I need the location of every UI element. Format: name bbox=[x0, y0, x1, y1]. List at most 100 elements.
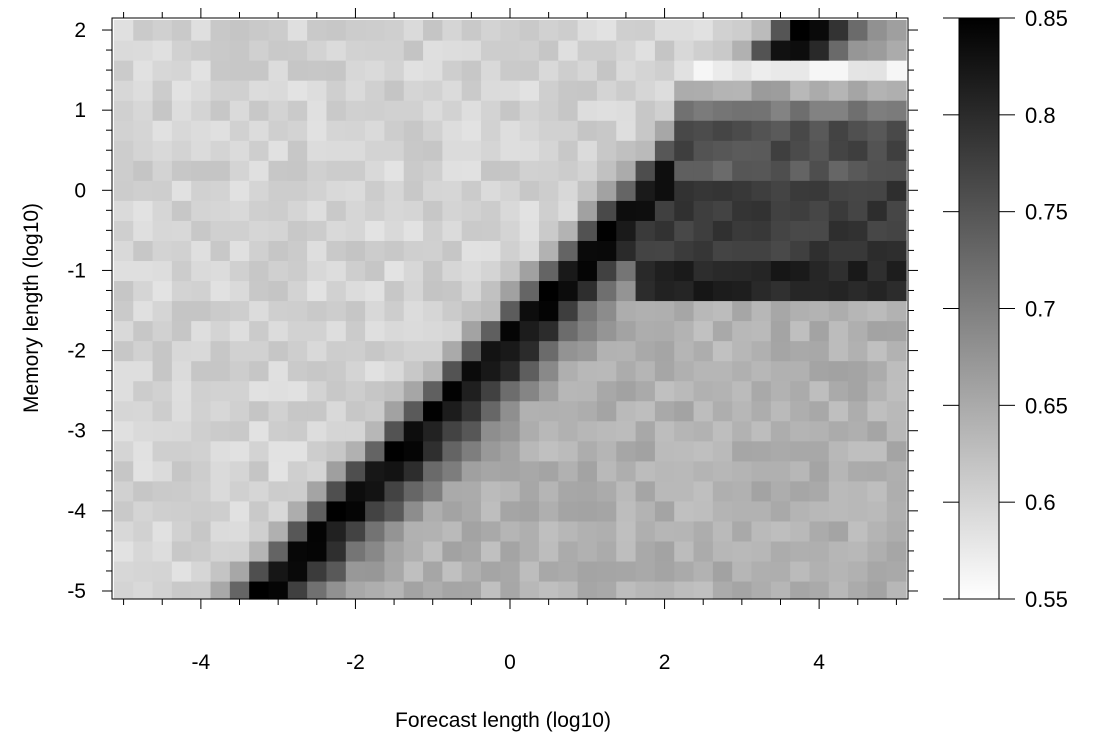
heatmap-cell bbox=[442, 380, 463, 402]
heatmap-cell bbox=[770, 260, 791, 282]
heatmap-cell bbox=[886, 520, 907, 542]
heatmap-cell bbox=[538, 540, 559, 562]
heatmap-cell bbox=[133, 120, 154, 141]
heatmap-cell bbox=[249, 480, 270, 502]
heatmap-cell bbox=[191, 200, 212, 221]
heatmap-cell bbox=[674, 100, 695, 121]
heatmap-cell bbox=[693, 40, 714, 61]
heatmap-cell bbox=[712, 340, 733, 362]
x-tick-label: 4 bbox=[813, 651, 825, 674]
heatmap-cell bbox=[442, 160, 463, 181]
heatmap-cell bbox=[577, 160, 598, 181]
heatmap-cell bbox=[210, 400, 231, 422]
heatmap-cell bbox=[848, 580, 869, 600]
heatmap-cell bbox=[790, 160, 811, 181]
heatmap-cell bbox=[384, 180, 405, 201]
heatmap-cell bbox=[674, 160, 695, 181]
heatmap-cell bbox=[461, 220, 482, 241]
heatmap-cell bbox=[828, 100, 849, 121]
heatmap-cell bbox=[519, 320, 540, 342]
heatmap-cell bbox=[886, 420, 907, 442]
heatmap-cell bbox=[809, 460, 830, 482]
heatmap-cell bbox=[345, 160, 366, 181]
heatmap-cell bbox=[113, 380, 134, 402]
heatmap-cell bbox=[113, 220, 134, 241]
colorbar-tick-label: 0.8 bbox=[1025, 103, 1056, 128]
heatmap-cell bbox=[886, 100, 907, 121]
heatmap-cell bbox=[423, 580, 443, 600]
heatmap-cell bbox=[229, 360, 250, 382]
heatmap-cell bbox=[635, 440, 656, 462]
heatmap-cell bbox=[307, 40, 328, 61]
heatmap-cell bbox=[538, 360, 559, 382]
heatmap-cell bbox=[790, 180, 811, 201]
heatmap-cell bbox=[229, 460, 250, 482]
heatmap-cell bbox=[210, 20, 231, 41]
heatmap-cell bbox=[326, 340, 347, 362]
heatmap-cell bbox=[229, 540, 250, 562]
heatmap-cell bbox=[500, 140, 521, 161]
heatmap-cell bbox=[848, 380, 869, 402]
heatmap-cell bbox=[113, 140, 134, 161]
heatmap-cell bbox=[693, 160, 714, 181]
heatmap-cell bbox=[674, 420, 695, 442]
heatmap-cell bbox=[268, 460, 289, 482]
heatmap-cell bbox=[403, 520, 424, 542]
x-tick-label: 2 bbox=[659, 651, 671, 674]
heatmap-cell bbox=[654, 500, 675, 522]
heatmap-cell bbox=[693, 340, 714, 362]
heatmap-cell bbox=[229, 300, 250, 322]
heatmap-cell bbox=[712, 120, 733, 141]
heatmap-cell bbox=[732, 80, 753, 101]
colorbar-tick-label: 0.6 bbox=[1025, 490, 1056, 515]
heatmap-cell bbox=[751, 500, 772, 522]
heatmap-cell bbox=[442, 300, 463, 322]
heatmap-cell bbox=[732, 140, 753, 161]
heatmap-cell bbox=[326, 140, 347, 161]
heatmap-cell bbox=[171, 360, 192, 382]
heatmap-cell bbox=[210, 520, 231, 542]
heatmap-cell bbox=[867, 420, 888, 442]
heatmap-cell bbox=[577, 240, 598, 262]
heatmap-cell bbox=[326, 360, 347, 382]
heatmap-cell bbox=[384, 460, 405, 482]
heatmap-cell bbox=[171, 460, 192, 482]
heatmap-cell bbox=[770, 200, 791, 221]
heatmap-cell bbox=[307, 120, 328, 141]
heatmap-cell bbox=[500, 260, 521, 282]
heatmap-cell bbox=[809, 100, 830, 121]
heatmap-cell bbox=[674, 300, 695, 322]
heatmap-cell bbox=[133, 60, 154, 81]
heatmap-cell bbox=[365, 160, 386, 181]
heatmap-cell bbox=[191, 580, 212, 600]
heatmap-cell bbox=[596, 40, 617, 61]
heatmap-cell bbox=[152, 500, 173, 522]
heatmap-cell bbox=[867, 560, 888, 582]
heatmap-cell bbox=[577, 200, 598, 221]
heatmap-cell bbox=[210, 540, 231, 562]
heatmap-cell bbox=[596, 60, 617, 81]
heatmap-cell bbox=[268, 360, 289, 382]
heatmap-cell bbox=[848, 280, 869, 302]
heatmap-cell bbox=[268, 400, 289, 422]
heatmap-cell bbox=[133, 500, 154, 522]
heatmap-cell bbox=[867, 320, 888, 342]
heatmap-cell bbox=[558, 380, 579, 402]
heatmap-cell bbox=[848, 100, 869, 121]
heatmap-cell bbox=[307, 420, 328, 442]
heatmap-cell bbox=[500, 160, 521, 181]
heatmap-cell bbox=[191, 180, 212, 201]
heatmap-cell bbox=[558, 260, 579, 282]
heatmap-cell bbox=[481, 340, 501, 362]
heatmap-cell bbox=[268, 160, 289, 181]
heatmap-cell bbox=[886, 60, 907, 81]
heatmap-cell bbox=[751, 360, 772, 382]
heatmap-cell bbox=[712, 400, 733, 422]
heatmap-cell bbox=[693, 480, 714, 502]
heatmap-cell bbox=[345, 300, 366, 322]
heatmap-cell bbox=[674, 80, 695, 101]
heatmap-cell bbox=[635, 160, 656, 181]
heatmap-cell bbox=[654, 300, 675, 322]
heatmap-cell bbox=[423, 340, 443, 362]
heatmap-cell bbox=[519, 100, 540, 121]
